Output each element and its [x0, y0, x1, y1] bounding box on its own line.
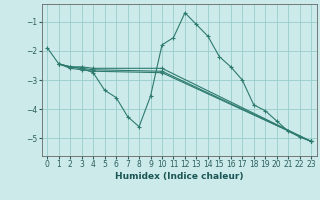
X-axis label: Humidex (Indice chaleur): Humidex (Indice chaleur)	[115, 172, 244, 181]
